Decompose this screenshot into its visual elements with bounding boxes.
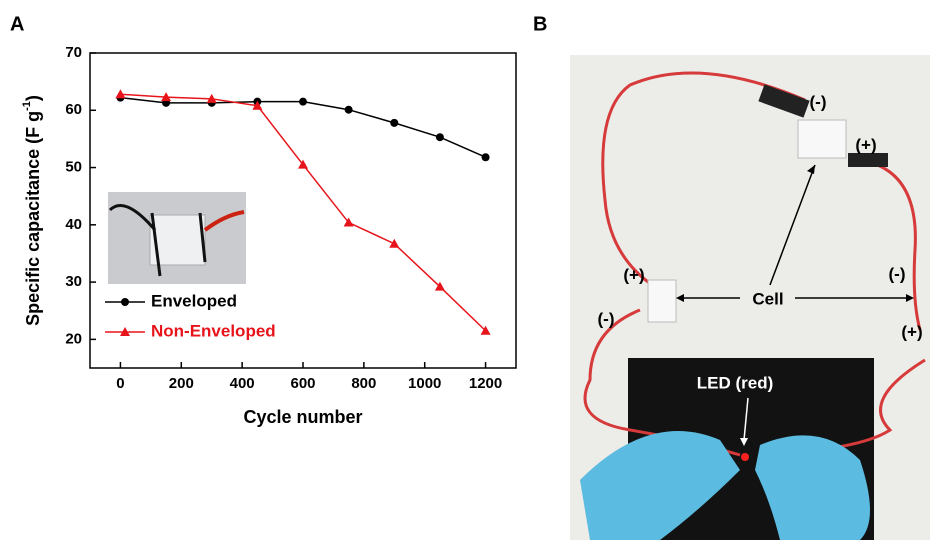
photo-label: (-) bbox=[889, 264, 906, 283]
marker bbox=[298, 159, 308, 169]
marker bbox=[389, 238, 400, 248]
marker bbox=[344, 105, 353, 114]
panel-label: A bbox=[10, 13, 24, 35]
marker bbox=[206, 93, 217, 103]
marker bbox=[435, 133, 444, 142]
legend-marker bbox=[121, 298, 129, 306]
series-line bbox=[120, 96, 486, 158]
marker bbox=[115, 89, 126, 99]
photo-label: (+) bbox=[901, 322, 922, 341]
y-axis-label-part: Specific capacitance (F g bbox=[23, 111, 43, 326]
marker bbox=[161, 92, 172, 102]
photo-label: (+) bbox=[855, 135, 876, 154]
x-tick-label: 400 bbox=[230, 375, 255, 392]
photo-label: LED (red) bbox=[697, 373, 774, 392]
inset-photo bbox=[108, 192, 246, 284]
y-axis-label-part: -1 bbox=[21, 101, 33, 111]
y-tick-label: 20 bbox=[65, 330, 82, 347]
x-tick-label: 1200 bbox=[469, 375, 502, 392]
x-axis-label: Cycle number bbox=[243, 407, 362, 427]
marker bbox=[252, 100, 263, 110]
marker bbox=[481, 153, 490, 162]
x-tick-label: 1000 bbox=[408, 375, 441, 392]
panel-label: B bbox=[533, 13, 547, 35]
y-tick-label: 60 bbox=[65, 101, 82, 118]
y-tick-label: 50 bbox=[65, 159, 82, 176]
photo bbox=[570, 55, 930, 540]
x-tick-label: 200 bbox=[169, 375, 194, 392]
legend-marker bbox=[120, 327, 130, 336]
legend-label: Enveloped bbox=[151, 291, 237, 310]
y-axis-label: Specific capacitance (F g-1) bbox=[21, 95, 43, 326]
y-tick-label: 40 bbox=[65, 216, 82, 233]
marker bbox=[480, 325, 491, 335]
photo-label: Cell bbox=[752, 289, 783, 308]
x-tick-label: 0 bbox=[116, 375, 124, 392]
y-axis-label-part: ) bbox=[23, 95, 43, 101]
x-tick-label: 800 bbox=[351, 375, 376, 392]
photo-label: (+) bbox=[623, 265, 644, 284]
marker bbox=[343, 217, 354, 227]
photo-label: (-) bbox=[810, 92, 827, 111]
photo-label: (-) bbox=[598, 309, 615, 328]
x-tick-label: 600 bbox=[290, 375, 315, 392]
y-tick-label: 30 bbox=[65, 273, 82, 290]
marker bbox=[434, 281, 445, 291]
legend-label: Non-Enveloped bbox=[151, 321, 276, 340]
y-tick-label: 70 bbox=[65, 44, 82, 61]
marker bbox=[390, 118, 399, 127]
marker bbox=[299, 97, 307, 106]
